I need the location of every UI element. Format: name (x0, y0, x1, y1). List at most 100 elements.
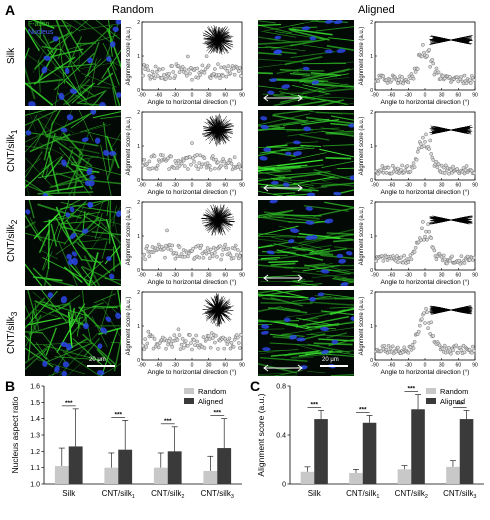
data-point (149, 75, 154, 79)
nucleus (94, 137, 101, 144)
data-point (386, 165, 391, 170)
data-point (413, 70, 418, 74)
actin-fiber (70, 306, 97, 336)
data-point (426, 326, 430, 330)
actin-fiber (299, 134, 330, 141)
actin-fiber (44, 156, 63, 180)
actin-fiber (91, 316, 108, 348)
orientation-rose (429, 215, 473, 225)
micrograph-silk-random: F-actin Nucleus (25, 20, 121, 106)
rose-line (435, 37, 467, 43)
data-point (200, 63, 205, 68)
data-point (174, 161, 179, 166)
x-tick-label: 90 (472, 273, 478, 279)
nucleus (324, 218, 334, 224)
actin-fiber (53, 138, 93, 167)
actin-fiber (306, 371, 326, 374)
nucleus (62, 361, 70, 368)
significance-mark: *** (213, 410, 221, 417)
nucleus (83, 322, 89, 330)
data-point (420, 317, 424, 321)
data-point (386, 343, 391, 348)
actin-fiber (25, 304, 37, 332)
nucleus (86, 167, 93, 176)
data-point (462, 350, 467, 355)
actin-fiber (63, 211, 90, 246)
data-point (162, 73, 166, 77)
actin-fiber (91, 231, 121, 236)
nucleus (109, 273, 115, 280)
actin-fiber (81, 20, 114, 45)
nucleus (350, 316, 354, 321)
actin-fiber (271, 44, 294, 50)
data-point (186, 343, 190, 348)
actin-fiber (321, 160, 354, 168)
data-point (422, 237, 426, 242)
actin-fiber (272, 101, 291, 106)
data-point (413, 245, 418, 250)
data-point (189, 341, 193, 345)
actin-fiber (97, 72, 114, 86)
legend-swatch-aligned (184, 398, 194, 404)
data-point (394, 349, 398, 354)
nucleus (303, 126, 312, 132)
nucleus (305, 206, 313, 211)
x-tick-label: 90 (239, 93, 245, 99)
data-point (416, 146, 421, 151)
data-point (217, 73, 221, 77)
data-point (141, 343, 145, 348)
plot-frame (141, 201, 243, 271)
data-point (190, 77, 194, 82)
actin-fiber (258, 85, 288, 91)
scatter-points (141, 228, 243, 262)
actin-fiber (71, 82, 95, 104)
y-tick-label: 2 (370, 290, 373, 296)
actin-fiber (49, 48, 84, 58)
actin-fiber (25, 78, 64, 85)
x-tick-label: 60 (456, 183, 462, 189)
data-point (212, 71, 216, 76)
data-point (205, 161, 210, 165)
scatter-cnt-silk-2-random: -90 -60 -30 0 30 60 90 0 1 2 Angle to horizontal d… (126, 200, 245, 286)
actin-fiber (25, 310, 54, 327)
actin-fiber (29, 217, 46, 247)
actin-fiber (76, 42, 97, 45)
orientation-rose (201, 204, 235, 236)
actin-fiber (75, 209, 105, 221)
data-point (464, 81, 469, 86)
x-axis-label: Angle to horizontal direction (°) (148, 368, 237, 376)
actin-fiber (59, 200, 112, 210)
category-label: Silk (62, 489, 76, 498)
actin-fiber (258, 51, 282, 56)
actin-fiber (27, 309, 34, 360)
data-point (213, 340, 217, 345)
data-point (178, 347, 183, 351)
data-point (435, 165, 440, 170)
data-point (400, 75, 404, 79)
actin-fiber (316, 99, 344, 106)
actin-fiber (311, 273, 354, 278)
data-point (177, 245, 182, 249)
data-point (197, 255, 202, 260)
actin-fiber (78, 302, 104, 313)
actin-fiber (336, 167, 354, 170)
actin-fiber (69, 146, 100, 154)
actin-fiber (25, 179, 51, 196)
category-label: CNT/silk2 (395, 489, 428, 500)
nucleus (284, 151, 292, 156)
data-point (188, 71, 192, 76)
nucleus (106, 56, 112, 62)
actin-fiber (296, 317, 332, 325)
actin-fiber (258, 58, 303, 63)
data-point (221, 247, 226, 252)
actin-fiber (258, 169, 292, 175)
legend-factin: F-actin (28, 21, 50, 28)
nucleus (65, 212, 71, 218)
x-tick-label: -30 (172, 363, 179, 369)
micrograph-cnt-silk-2-random (25, 200, 121, 286)
data-point (222, 159, 227, 164)
direction-arrow (263, 94, 303, 102)
x-tick-label: 0 (424, 93, 427, 99)
data-point (425, 310, 429, 315)
category-label: CNT/silk3 (201, 489, 234, 500)
